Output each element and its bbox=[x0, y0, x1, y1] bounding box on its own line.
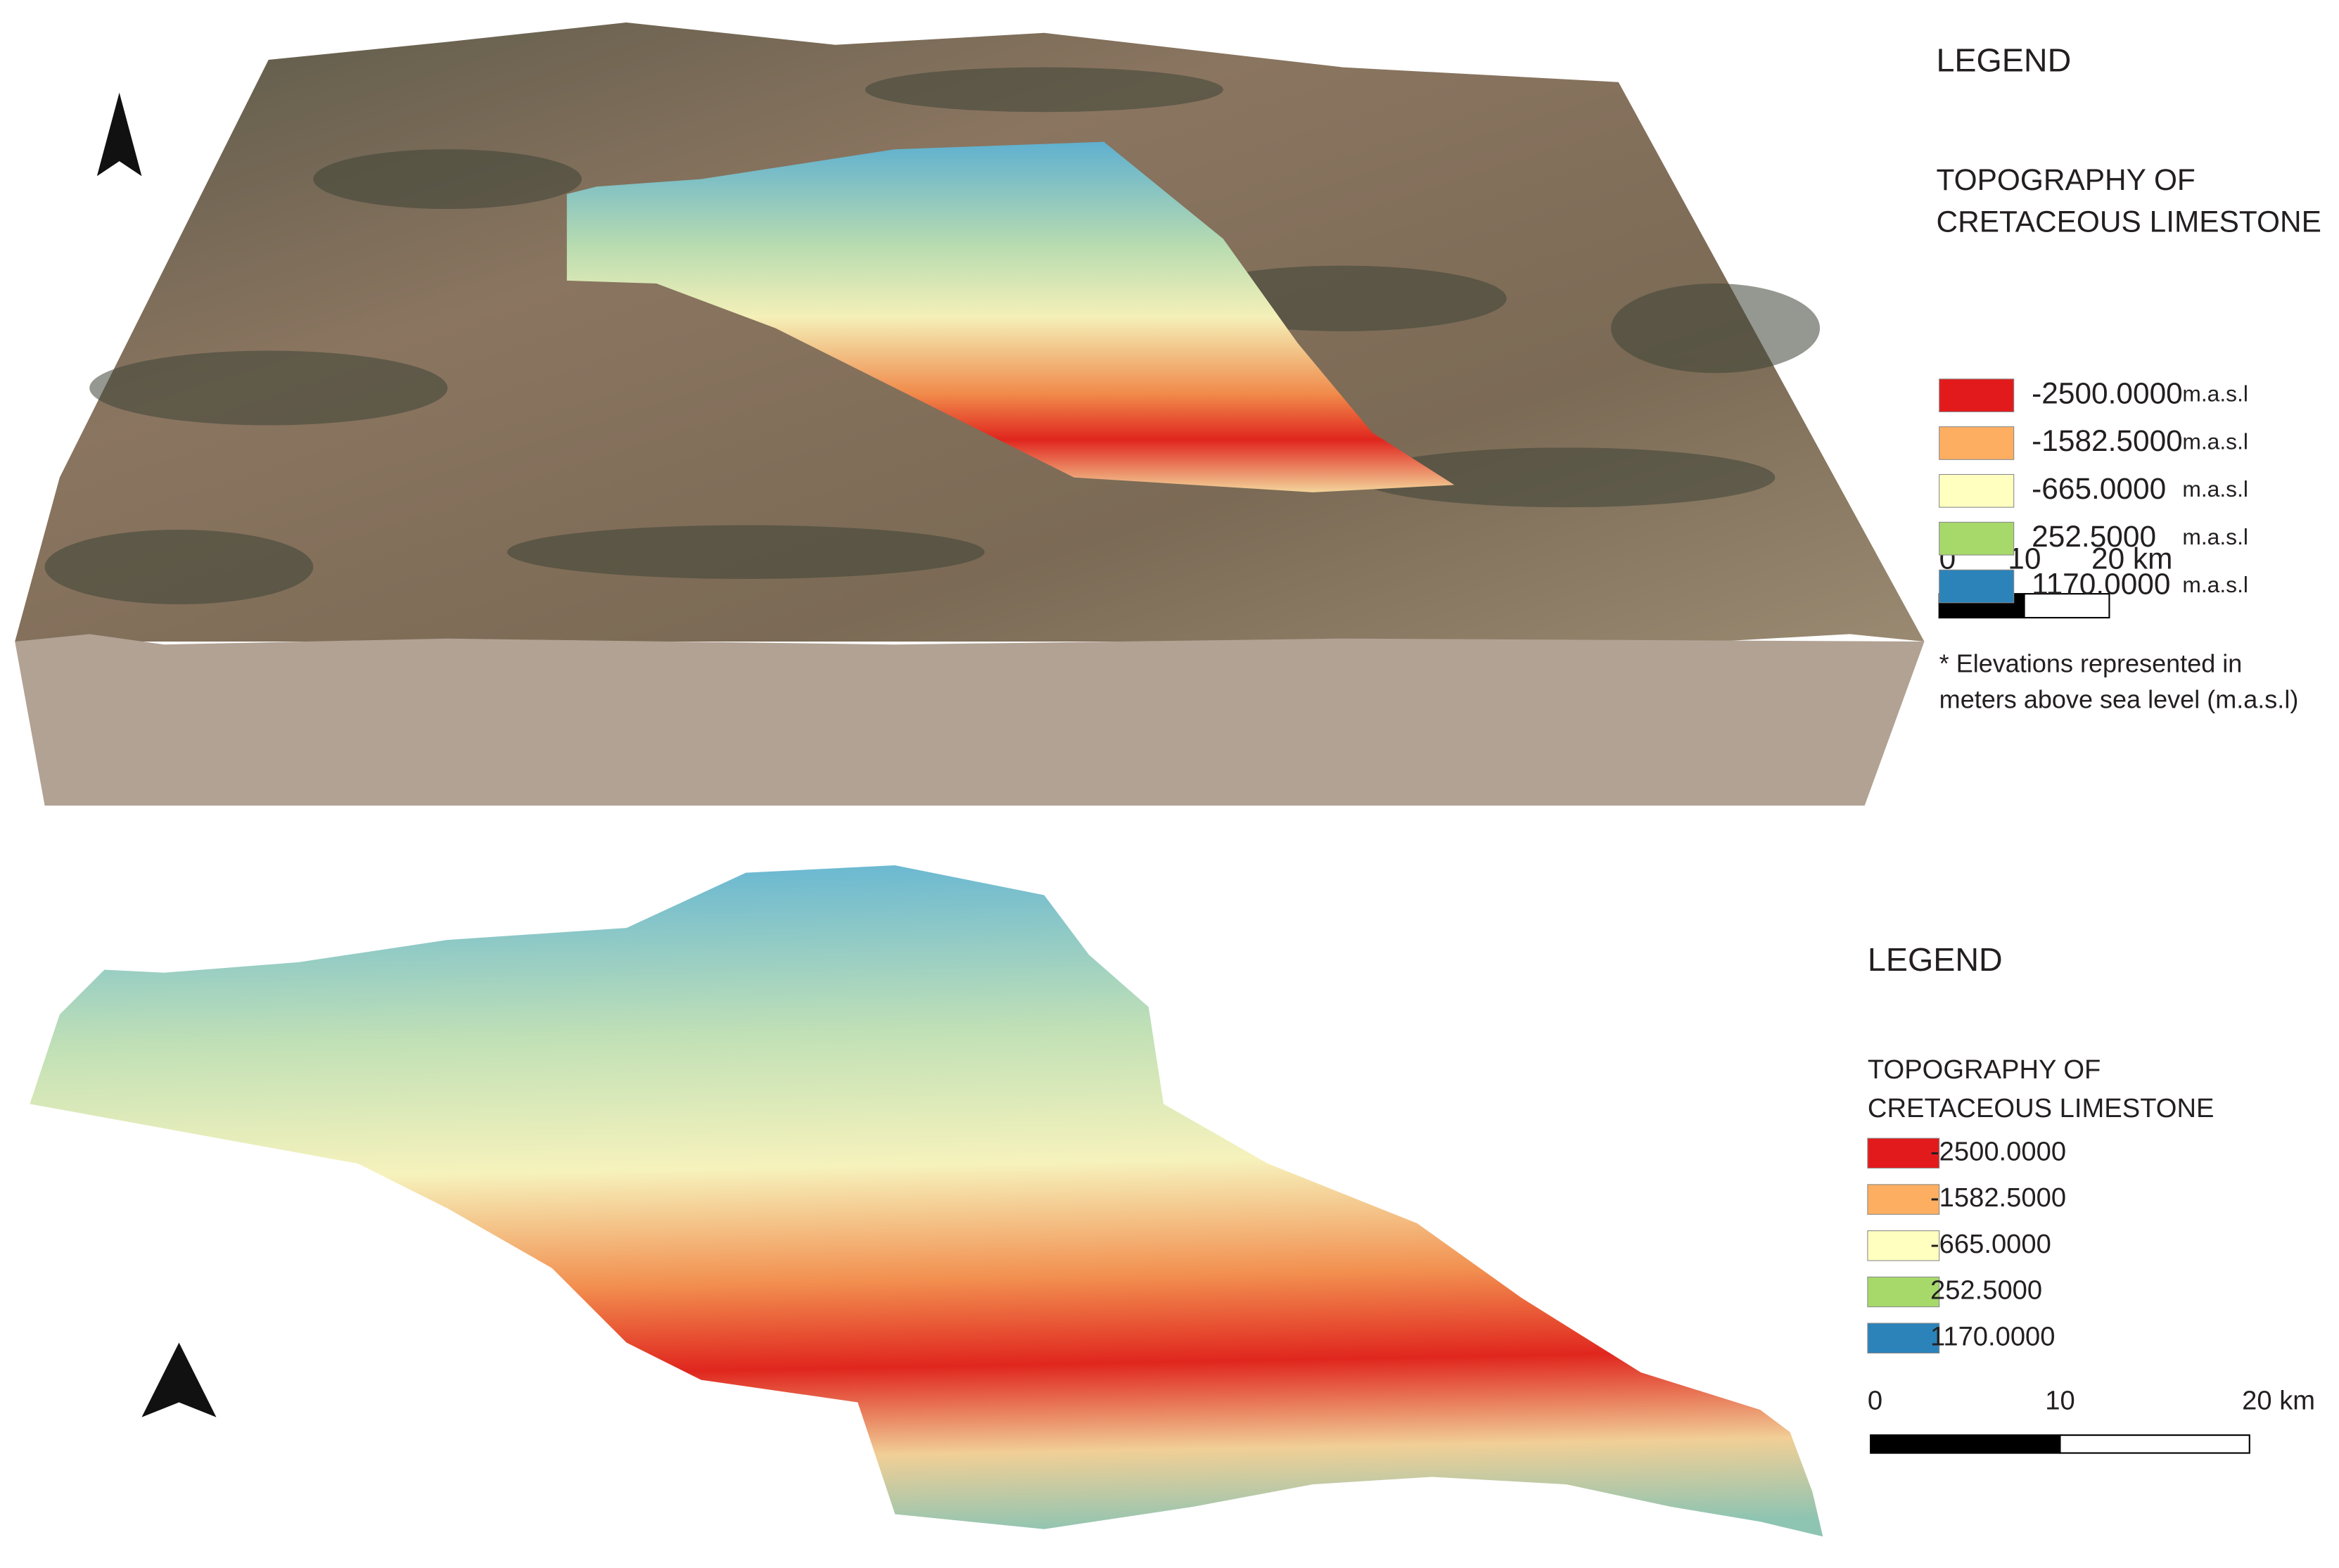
legend-bottom: LEGEND TOPOGRAPHY OF CRETACEOUS LIMESTON… bbox=[1867, 941, 2315, 1454]
legend-title: LEGEND bbox=[1936, 42, 2071, 79]
legend-unit: m.a.s.l bbox=[2182, 428, 2248, 454]
scale-label: 20 km bbox=[2242, 1386, 2315, 1416]
terrain-texture bbox=[44, 67, 1821, 604]
legend-swatch bbox=[1939, 378, 2015, 412]
legend-swatch bbox=[1939, 426, 2015, 460]
legend-unit: m.a.s.l bbox=[2182, 524, 2248, 549]
legend-swatch bbox=[1939, 473, 2015, 508]
legend-unit: m.a.s.l bbox=[2182, 572, 2248, 597]
legend-subtitle: TOPOGRAPHY OF bbox=[1936, 163, 2195, 196]
legend-swatch bbox=[1939, 569, 2015, 604]
legend-label: 252.5000 bbox=[1930, 1275, 2042, 1306]
scale-bar-dark bbox=[1870, 1434, 2061, 1454]
legend-label: -2500.0000 bbox=[1930, 1136, 2066, 1166]
limestone-surface bbox=[566, 141, 1455, 492]
legend-swatch bbox=[1867, 1322, 1940, 1354]
scale-label: 20 km bbox=[2091, 542, 2172, 575]
legend-label: -665.0000 bbox=[2032, 472, 2166, 505]
legend-label: -1582.5000 bbox=[2032, 424, 2183, 457]
legend-unit: m.a.s.l bbox=[2182, 381, 2248, 407]
limestone-surface-3d bbox=[30, 865, 1823, 1537]
legend-label: -665.0000 bbox=[1930, 1229, 2051, 1259]
legend-top: LEGEND TOPOGRAPHY OF CRETACEOUS LIMESTON… bbox=[1936, 42, 2321, 714]
block-side bbox=[15, 634, 1925, 806]
legend-subtitle: CRETACEOUS LIMESTONE bbox=[1868, 1093, 2214, 1123]
note: meters above sea level (m.a.s.l) bbox=[1939, 684, 2299, 713]
legend-swatch bbox=[1867, 1137, 1940, 1169]
legend-subtitle: TOPOGRAPHY OF bbox=[1868, 1054, 2101, 1085]
legend-swatch bbox=[1939, 521, 2015, 556]
note: * Elevations represented in bbox=[1939, 649, 2243, 677]
north-arrow bbox=[96, 92, 142, 177]
legend-unit: m.a.s.l bbox=[2182, 476, 2248, 502]
legend-swatch bbox=[1867, 1184, 1940, 1215]
legend-swatch bbox=[1867, 1276, 1940, 1308]
scale-label: 10 bbox=[2045, 1386, 2074, 1416]
north-arrow bbox=[141, 1342, 217, 1417]
scale-bar-light bbox=[2059, 1434, 2250, 1454]
legend-subtitle: CRETACEOUS LIMESTONE bbox=[1936, 205, 2321, 238]
legend-label: 1170.0000 bbox=[1930, 1321, 2056, 1351]
legend-label: -2500.0000 bbox=[2032, 376, 2183, 409]
legend-title: LEGEND bbox=[1868, 941, 2003, 978]
legend-label: 252.5000 bbox=[2032, 520, 2156, 553]
legend-swatch bbox=[1867, 1230, 1940, 1261]
legend-label: 1170.0000 bbox=[2032, 568, 2170, 601]
scale-label: 0 bbox=[1868, 1386, 1882, 1416]
scale-bar-light bbox=[2023, 593, 2110, 619]
legend-label: -1582.5000 bbox=[1930, 1183, 2066, 1213]
